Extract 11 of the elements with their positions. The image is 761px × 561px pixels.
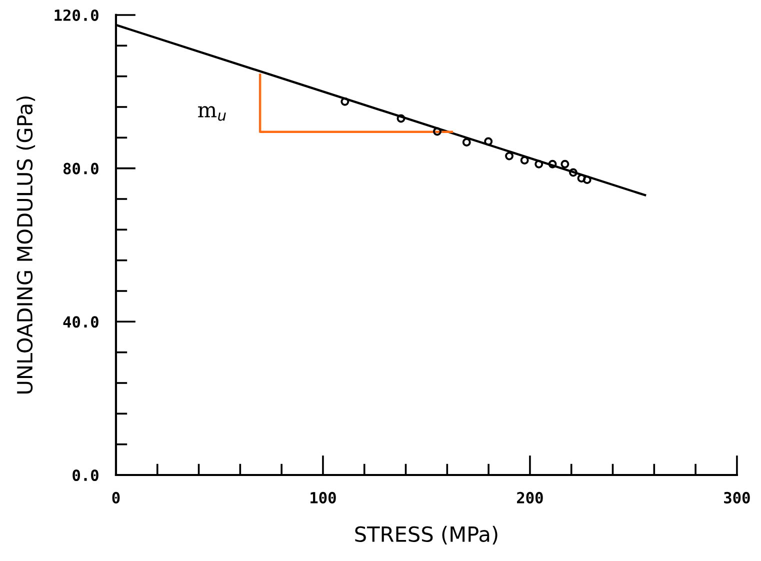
- y-tick-label: 120.0: [54, 9, 98, 21]
- y-tick-label: 40.0: [63, 316, 98, 328]
- y-axis-title: UNLOADING MODULUS (GPa): [16, 96, 36, 394]
- x-axis-title: STRESS (MPa): [355, 526, 498, 544]
- annotation: m$_{u}$: [198, 106, 226, 121]
- y-tick-label: 0.0: [72, 469, 98, 482]
- x-tick-label: 300: [724, 492, 750, 504]
- y-tick-label: 80.0: [63, 162, 98, 174]
- x-tick-label: 200: [517, 492, 543, 504]
- x-tick-label: 0: [112, 492, 120, 504]
- x-tick-label: 100: [310, 492, 336, 504]
